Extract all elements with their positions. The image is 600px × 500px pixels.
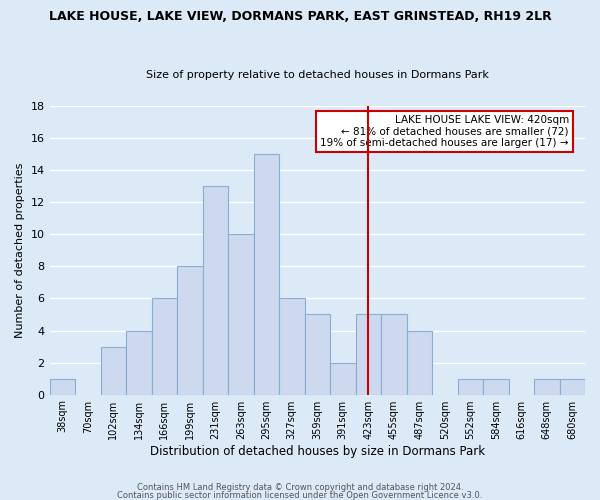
Text: LAKE HOUSE, LAKE VIEW, DORMANS PARK, EAST GRINSTEAD, RH19 2LR: LAKE HOUSE, LAKE VIEW, DORMANS PARK, EAS… [49, 10, 551, 23]
Text: LAKE HOUSE LAKE VIEW: 420sqm
← 81% of detached houses are smaller (72)
19% of se: LAKE HOUSE LAKE VIEW: 420sqm ← 81% of de… [320, 115, 569, 148]
Bar [228, 234, 254, 394]
Text: Contains HM Land Registry data © Crown copyright and database right 2024.: Contains HM Land Registry data © Crown c… [137, 484, 463, 492]
Bar [305, 314, 330, 394]
Bar [203, 186, 228, 394]
X-axis label: Distribution of detached houses by size in Dormans Park: Distribution of detached houses by size … [150, 444, 485, 458]
Bar [483, 378, 509, 394]
Bar [101, 346, 126, 395]
Bar [356, 314, 381, 394]
Bar [407, 330, 432, 394]
Bar [560, 378, 585, 394]
Bar [330, 362, 356, 394]
Y-axis label: Number of detached properties: Number of detached properties [15, 162, 25, 338]
Text: Contains public sector information licensed under the Open Government Licence v3: Contains public sector information licen… [118, 490, 482, 500]
Bar [50, 378, 75, 394]
Bar [152, 298, 177, 394]
Bar [126, 330, 152, 394]
Title: Size of property relative to detached houses in Dormans Park: Size of property relative to detached ho… [146, 70, 489, 81]
Bar [279, 298, 305, 394]
Bar [458, 378, 483, 394]
Bar [177, 266, 203, 394]
Bar [381, 314, 407, 394]
Bar [534, 378, 560, 394]
Bar [254, 154, 279, 394]
